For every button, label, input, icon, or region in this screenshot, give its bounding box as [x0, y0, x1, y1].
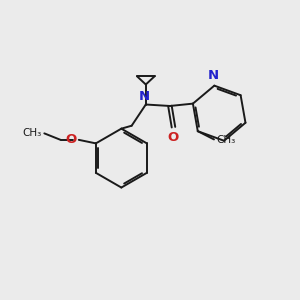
Text: N: N [139, 90, 150, 103]
Text: O: O [168, 131, 179, 144]
Text: N: N [207, 69, 218, 82]
Text: CH₃: CH₃ [216, 135, 236, 145]
Text: CH₃: CH₃ [23, 128, 42, 138]
Text: O: O [65, 133, 77, 146]
